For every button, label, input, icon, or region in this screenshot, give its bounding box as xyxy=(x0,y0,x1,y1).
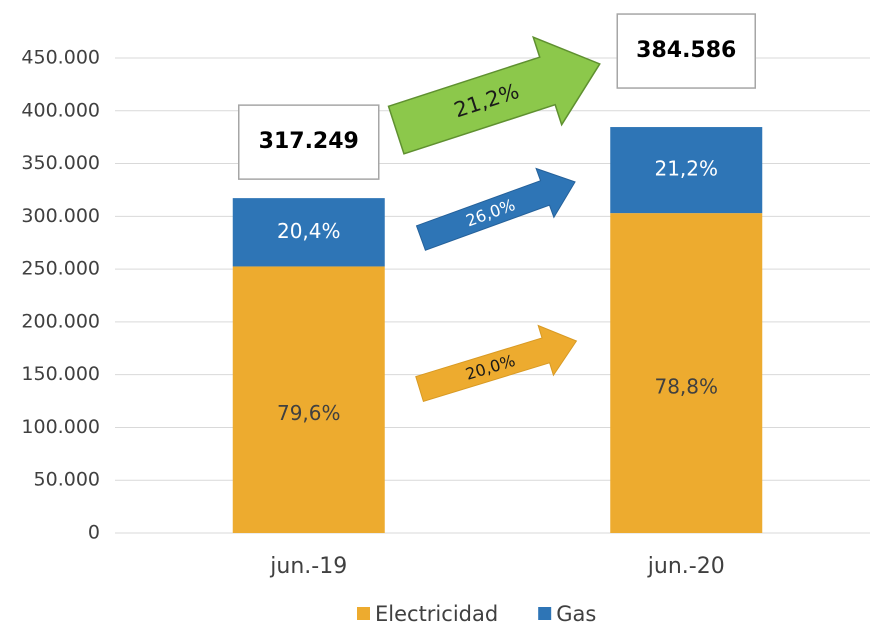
bar-segment xyxy=(232,198,385,267)
arrow-shape xyxy=(387,35,601,155)
y-tick-label: 250.000 xyxy=(21,258,100,280)
y-tick-label: 300.000 xyxy=(21,205,100,227)
bar-segment xyxy=(610,127,763,214)
arrow-electricidad: 20,0% xyxy=(415,324,578,403)
legend-swatch xyxy=(357,607,370,620)
legend-label: Electricidad xyxy=(375,602,498,626)
arrow-gas: 26,0% xyxy=(415,167,576,251)
y-tick-label: 0 xyxy=(88,522,100,544)
segment-label: 20,4% xyxy=(277,219,341,243)
y-tick-label: 200.000 xyxy=(21,310,100,332)
bar-segment xyxy=(610,213,763,533)
arrow-shape xyxy=(415,324,578,403)
bars xyxy=(232,127,763,533)
legend-label: Gas xyxy=(556,602,596,626)
legend-swatch xyxy=(538,607,552,620)
y-tick-label: 400.000 xyxy=(21,99,100,121)
total-label: 384.586 xyxy=(636,38,736,63)
segment-label: 21,2% xyxy=(654,157,718,181)
arrow-total: 21,2% xyxy=(387,35,601,155)
arrow-shape xyxy=(415,167,576,251)
x-tick-label: jun.-19 xyxy=(269,554,347,579)
bar-segment xyxy=(232,266,385,533)
y-tick-label: 150.000 xyxy=(21,363,100,385)
total-label: 317.249 xyxy=(259,129,359,154)
total-box xyxy=(238,104,380,180)
y-tick-label: 350.000 xyxy=(21,152,100,174)
total-box xyxy=(616,13,756,89)
y-tick-label: 100.000 xyxy=(21,416,100,438)
segment-label: 78,8% xyxy=(654,375,718,399)
y-tick-label: 50.000 xyxy=(34,469,100,491)
y-tick-label: 450.000 xyxy=(21,47,100,69)
labels: 0 50.000 100.000 150.000 200.000 250.000 300.0… xyxy=(21,13,756,626)
segment-label: 79,6% xyxy=(277,401,341,425)
x-tick-label: jun.-20 xyxy=(647,554,725,579)
